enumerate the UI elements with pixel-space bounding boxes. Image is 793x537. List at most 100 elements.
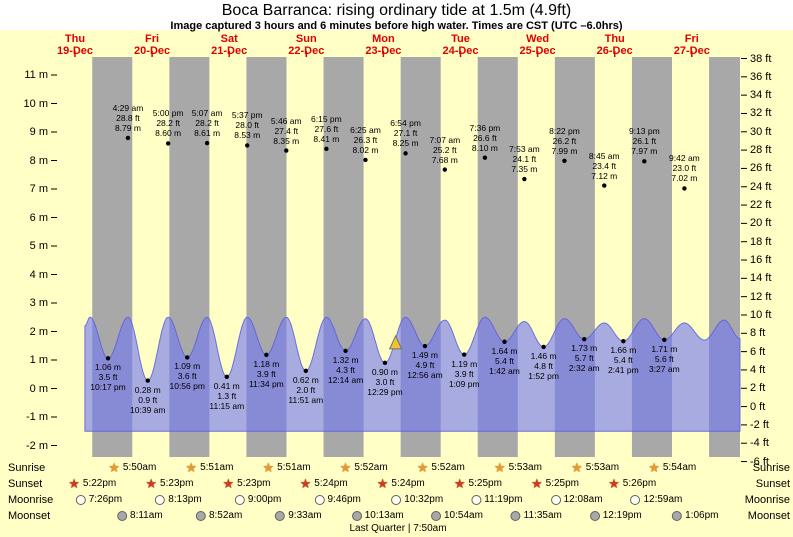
tide-dot: [621, 338, 626, 344]
low-tide-annotation: 1.73 m 5.7 ft 2:32 am: [568, 343, 600, 374]
tide-dot: [403, 151, 408, 156]
low-tide-annotation: 0.41 m 1.3 ft 11:15 am: [209, 380, 245, 411]
tide-dot: [245, 143, 250, 148]
moonrise-entry: 12:59am: [630, 493, 682, 506]
high-tide-annotation: 6:15 pm 27.6 ft 8.41 m: [311, 113, 342, 144]
moonrise-entry: 11:19pm: [471, 493, 522, 506]
ft-axis-label: 30 ft: [750, 125, 772, 138]
ft-axis-label: 24 ft: [750, 180, 772, 193]
m-axis-label: -1 m: [26, 411, 48, 423]
sunset-entry: ★ 5:23pm: [222, 477, 270, 490]
sunset-star-icon: ★: [68, 476, 80, 491]
tide-dot: [482, 155, 488, 160]
astro-time: 12:08am: [563, 494, 603, 505]
moonrise-circle-icon: [75, 494, 86, 505]
ft-axis-label: 14 ft: [750, 272, 772, 285]
ft-axis-label: -6 ft: [750, 455, 769, 468]
ft-axis-label: 16 ft: [750, 254, 772, 267]
astro-time: 5:52am: [354, 462, 388, 473]
low-tide-annotation: 1.71 m 5.6 ft 3:27 am: [648, 343, 680, 374]
moonset-entry: 12:19pm: [589, 509, 642, 522]
tide-dot: [662, 337, 667, 342]
astro-time: 10:54am: [443, 510, 483, 521]
sunset-star-icon: ★: [299, 476, 312, 491]
astro-time: 5:54am: [662, 462, 697, 473]
astro-time: 12:59am: [643, 494, 683, 505]
sunrise-star-icon: ★: [185, 460, 198, 475]
m-axis-label: 8 m: [29, 154, 48, 167]
high-tide-annotation: 4:29 am 28.8 ft 8.79 m: [112, 102, 144, 133]
sunset-entry: ★ 5:22pm: [68, 477, 116, 490]
tide-dot: [502, 339, 507, 344]
astro-time: 5:25pm: [545, 478, 580, 489]
tide-dot: [682, 186, 687, 191]
tide-dot: [461, 352, 467, 357]
astro-time: 8:13pm: [168, 494, 202, 505]
ft-axis-label: 20 ft: [750, 217, 772, 230]
day-label: Sun 22-Dec: [288, 33, 325, 57]
m-axis-label: 4 m: [29, 268, 48, 281]
astro-time: 5:51am: [277, 462, 311, 473]
m-axis-label: 11 m: [24, 69, 48, 81]
high-tide-annotation: 5:00 pm 28.2 ft 8.60 m: [152, 108, 184, 139]
day-label: Thu 19-Dec: [56, 33, 94, 57]
moon-phase-note: Last Quarter | 7:50am: [349, 523, 447, 534]
ft-axis-label: 22 ft: [750, 199, 772, 212]
high-tide-annotation: 6:25 am 26.3 ft 8.02 m: [350, 124, 381, 155]
astro-row-label-left-sunrise: Sunrise: [8, 462, 46, 474]
ft-axis-label: 6 ft: [750, 345, 766, 358]
ft-axis-label: 0 ft: [750, 400, 766, 413]
sunrise-entry: ★ 5:54am: [648, 461, 696, 474]
sunrise-star-icon: ★: [571, 460, 583, 475]
sunset-entry: ★ 5:25pm: [454, 477, 502, 490]
m-axis-label: -2 m: [26, 439, 48, 452]
astro-time: 8:11am: [130, 510, 163, 521]
high-tide-annotation: 6:54 pm 27.1 ft 8.25 m: [390, 118, 421, 149]
day-label: Fri 20-Dec: [134, 33, 171, 57]
astro-time: 9:46pm: [327, 494, 361, 505]
high-tide-annotation: 9:42 am 23.0 ft 7.02 m: [669, 153, 700, 184]
moonrise-circle-icon: [550, 494, 561, 505]
moonrise-entry: 8:13pm: [155, 493, 202, 506]
tide-dot: [343, 348, 348, 354]
sunset-entry: ★ 5:25pm: [531, 477, 579, 490]
moonset-circle-icon: [195, 510, 206, 521]
moonrise-circle-icon: [391, 494, 402, 505]
sunrise-entry: ★ 5:51am: [263, 461, 311, 474]
tide-dot: [382, 360, 388, 366]
moonset-circle-icon: [430, 510, 441, 521]
astro-time: 10:13am: [364, 510, 404, 521]
low-tide-annotation: 1.66 m 5.4 ft 2:41 pm: [607, 345, 639, 376]
tide-dot: [303, 368, 309, 374]
high-tide-annotation: 8:22 pm 26.2 ft 7.99 m: [549, 125, 580, 156]
moonrise-entry: 10:32pm: [391, 493, 443, 506]
sunset-star-icon: ★: [453, 476, 466, 491]
ft-axis-label: 8 ft: [750, 327, 766, 340]
ft-axis-label: 10 ft: [750, 308, 772, 321]
sunrise-entry: ★ 5:50am: [108, 461, 156, 474]
tide-curve: [84, 316, 741, 432]
day-label: Sat 21-Dec: [211, 33, 248, 57]
low-tide-annotation: 0.28 m 0.9 ft 10:39 am: [130, 384, 166, 415]
high-tide-annotation: 7:07 am 25.2 ft 7.68 m: [429, 134, 461, 165]
astro-time: 12:19pm: [602, 510, 642, 521]
sunset-star-icon: ★: [608, 476, 620, 491]
day-label: Thu 26-Dec: [596, 33, 633, 57]
moonset-entry: 11:35am: [510, 509, 562, 522]
moonset-entry: 8:52am: [195, 509, 242, 522]
low-tide-annotation: 1.46 m 4.8 ft 1:52 pm: [528, 350, 559, 381]
sunset-entry: ★ 5:26pm: [608, 477, 656, 490]
moonset-circle-icon: [275, 510, 286, 521]
day-label: Tue 24-Dec: [442, 33, 479, 57]
ft-axis-label: 38 ft: [750, 52, 772, 65]
moonrise-circle-icon: [155, 494, 166, 505]
tide-dot: [442, 167, 448, 172]
high-tide-annotation: 7:53 am 24.1 ft 7.35 m: [509, 144, 540, 175]
day-label: Fri 27-Dec: [673, 33, 710, 57]
astro-time: 5:24pm: [314, 478, 348, 489]
high-tide-annotation: 8:45 am 23.4 ft 7.12 m: [588, 150, 620, 181]
page-title: Boca Barranca: rising ordinary tide at 1…: [221, 2, 572, 19]
moonset-entry: 8:11am: [117, 509, 163, 522]
astro-row-label-left-moonset: Moonset: [8, 510, 51, 522]
